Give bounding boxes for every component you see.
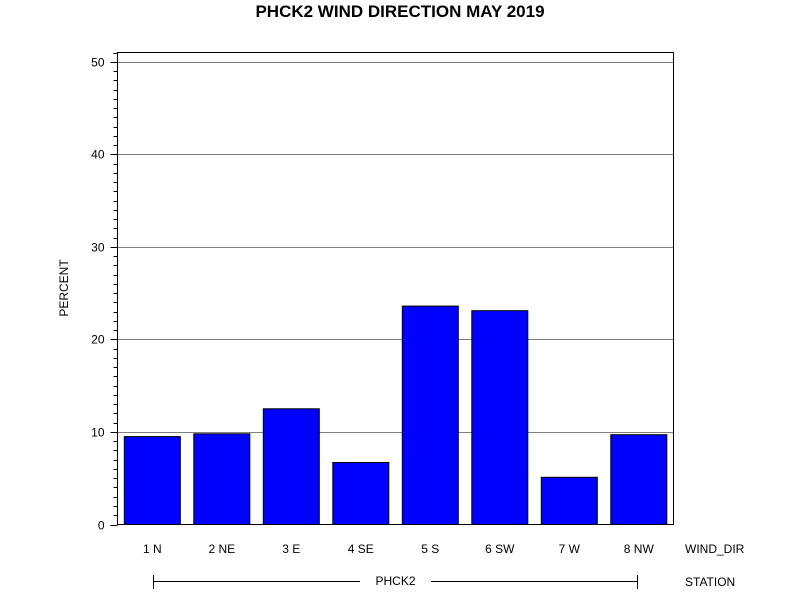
- group-axis: PHCK2: [153, 574, 638, 589]
- bar: [610, 434, 668, 526]
- y-axis-ticks: 0 10 20 30 40 50: [91, 53, 118, 533]
- x-tick-label: 5 S: [421, 542, 439, 556]
- bars: [123, 305, 668, 526]
- bar: [332, 462, 390, 525]
- x-tick-label: 1 N: [143, 542, 162, 556]
- bar: [540, 476, 598, 525]
- x-axis-category-labels: 1 N 2 NE 3 E 4 SE 5 S 6 SW 7 W 8 NW: [143, 542, 655, 556]
- x-tick-label: 8 NW: [624, 542, 655, 556]
- x-tick-label: 7 W: [559, 542, 581, 556]
- x-tick-label: 6 SW: [485, 542, 515, 556]
- y-axis-label: PERCENT: [57, 259, 71, 317]
- y-tick-label: 40: [91, 148, 105, 162]
- y-tick-label: 0: [98, 519, 105, 533]
- group-axis-label: STATION: [685, 575, 735, 589]
- y-tick-label: 20: [91, 333, 105, 347]
- bar: [193, 433, 251, 525]
- x-axis-label: WIND_DIR: [685, 542, 745, 556]
- x-tick-label: 2 NE: [208, 542, 235, 556]
- bar: [401, 305, 459, 525]
- chart-title: PHCK2 WIND DIRECTION MAY 2019: [255, 2, 544, 21]
- y-tick-label: 30: [91, 241, 105, 255]
- plot-frame: [117, 52, 674, 525]
- y-tick-label: 50: [91, 56, 105, 70]
- gridlines: [117, 62, 674, 433]
- x-tick-label: 4 SE: [348, 542, 374, 556]
- y-tick-label: 10: [91, 426, 105, 440]
- x-tick-label: 3 E: [282, 542, 300, 556]
- bar: [471, 310, 529, 526]
- bar: [123, 436, 181, 526]
- group-label: PHCK2: [375, 574, 415, 588]
- bar: [262, 408, 320, 525]
